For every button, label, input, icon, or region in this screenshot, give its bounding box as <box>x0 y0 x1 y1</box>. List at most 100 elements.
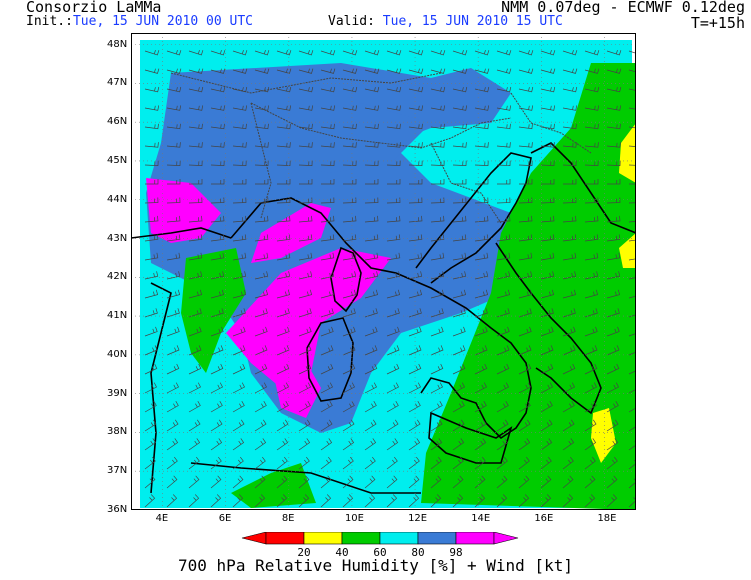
wind-barb <box>562 197 577 204</box>
wind-barb <box>232 308 246 318</box>
wind-barb <box>166 382 179 394</box>
wind-barb <box>474 215 489 223</box>
wind-barb <box>518 123 533 130</box>
wind-barb <box>144 382 157 394</box>
wind-barb <box>364 456 376 470</box>
wind-barb <box>518 49 534 56</box>
wind-barb <box>474 494 486 508</box>
wind-barb <box>584 271 599 280</box>
wind-barb <box>364 68 380 74</box>
wind-barb <box>430 326 444 337</box>
wind-barb <box>497 179 511 185</box>
wind-barb <box>628 202 636 204</box>
wind-barb <box>584 494 596 508</box>
wind-barb <box>166 475 178 489</box>
wind-barb <box>342 475 354 489</box>
wind-barb <box>496 345 510 356</box>
wind-barb <box>496 382 509 394</box>
wind-barb <box>628 221 636 223</box>
init-value: Tue, 15 JUN 2010 00 UTC <box>72 14 253 29</box>
wind-barb <box>320 382 333 394</box>
wind-barb <box>452 49 468 56</box>
wind-barb <box>364 438 377 451</box>
wind-barb <box>276 160 291 166</box>
wind-barb <box>365 179 379 185</box>
wind-barb <box>562 252 577 261</box>
wind-barb <box>210 252 225 261</box>
wind-barb <box>364 401 377 413</box>
wind-barb <box>232 160 247 166</box>
wind-barb <box>276 49 292 56</box>
wind-barb <box>474 49 490 56</box>
wind-barb <box>276 215 291 223</box>
wind-barb <box>474 363 488 375</box>
wind-barb <box>562 215 577 223</box>
wind-barb <box>474 456 486 470</box>
wind-barb <box>254 475 266 489</box>
wind-barb <box>188 160 203 166</box>
wind-barb <box>606 49 622 56</box>
model-title: NMM 0.07deg - ECMWF 0.12deg <box>501 0 745 16</box>
lon-tick-label: 16E <box>534 513 554 524</box>
wind-barb <box>254 419 267 432</box>
wind-barb <box>276 271 291 280</box>
wind-barb <box>254 363 268 375</box>
wind-barb <box>210 142 225 148</box>
wind-barb <box>210 234 225 242</box>
wind-barb <box>342 86 358 93</box>
wind-barb <box>386 456 398 470</box>
wind-barb <box>254 345 268 356</box>
wind-barb <box>540 271 555 280</box>
colorbar-cell <box>455 532 495 545</box>
wind-barb <box>409 179 423 185</box>
lat-tick-label: 41N <box>107 310 128 322</box>
wind-barb <box>166 345 180 356</box>
wind-barb <box>320 494 332 508</box>
wind-barb <box>584 252 599 261</box>
wind-barb <box>562 438 575 451</box>
wind-barb <box>188 234 203 242</box>
wind-barb <box>408 345 422 356</box>
wind-barb <box>364 271 379 280</box>
wind-barb <box>496 419 509 432</box>
wind-barb <box>254 252 269 261</box>
wind-barb <box>408 382 421 394</box>
wind-barb <box>628 88 636 91</box>
wind-barb <box>584 438 597 451</box>
wind-barb <box>562 401 575 413</box>
wind-barb <box>430 142 445 148</box>
wind-barb <box>342 105 358 111</box>
wind-barb <box>210 326 224 337</box>
wind-barb <box>584 142 599 148</box>
wind-barb <box>452 123 467 130</box>
wind-barb <box>496 363 510 375</box>
wind-barb <box>232 456 244 470</box>
wind-barb <box>387 179 401 185</box>
wind-barb <box>386 345 400 356</box>
wind-barb <box>496 86 512 93</box>
wind-barb <box>629 183 636 185</box>
wind-barb <box>364 215 379 223</box>
wind-barb <box>452 252 467 261</box>
wind-barb <box>276 68 292 74</box>
wind-barb <box>408 252 423 261</box>
wind-barb <box>254 401 267 413</box>
wind-barb <box>474 252 489 261</box>
wind-barb <box>386 363 400 375</box>
wind-barb <box>364 494 376 508</box>
wind-barb <box>364 289 379 299</box>
wind-barb <box>562 345 576 356</box>
wind-barb <box>166 252 181 261</box>
wind-barb <box>430 456 442 470</box>
wind-barb <box>364 345 378 356</box>
wind-barb <box>210 160 225 166</box>
wind-barb <box>606 363 620 375</box>
wind-barb <box>540 49 556 56</box>
wind-barb <box>320 326 334 337</box>
wind-barb <box>364 326 378 337</box>
wind-barb <box>320 68 336 74</box>
wind-barb <box>254 160 269 166</box>
wind-barb <box>430 49 446 56</box>
rh-40-60-east <box>421 63 636 510</box>
wind-barb <box>606 142 621 148</box>
